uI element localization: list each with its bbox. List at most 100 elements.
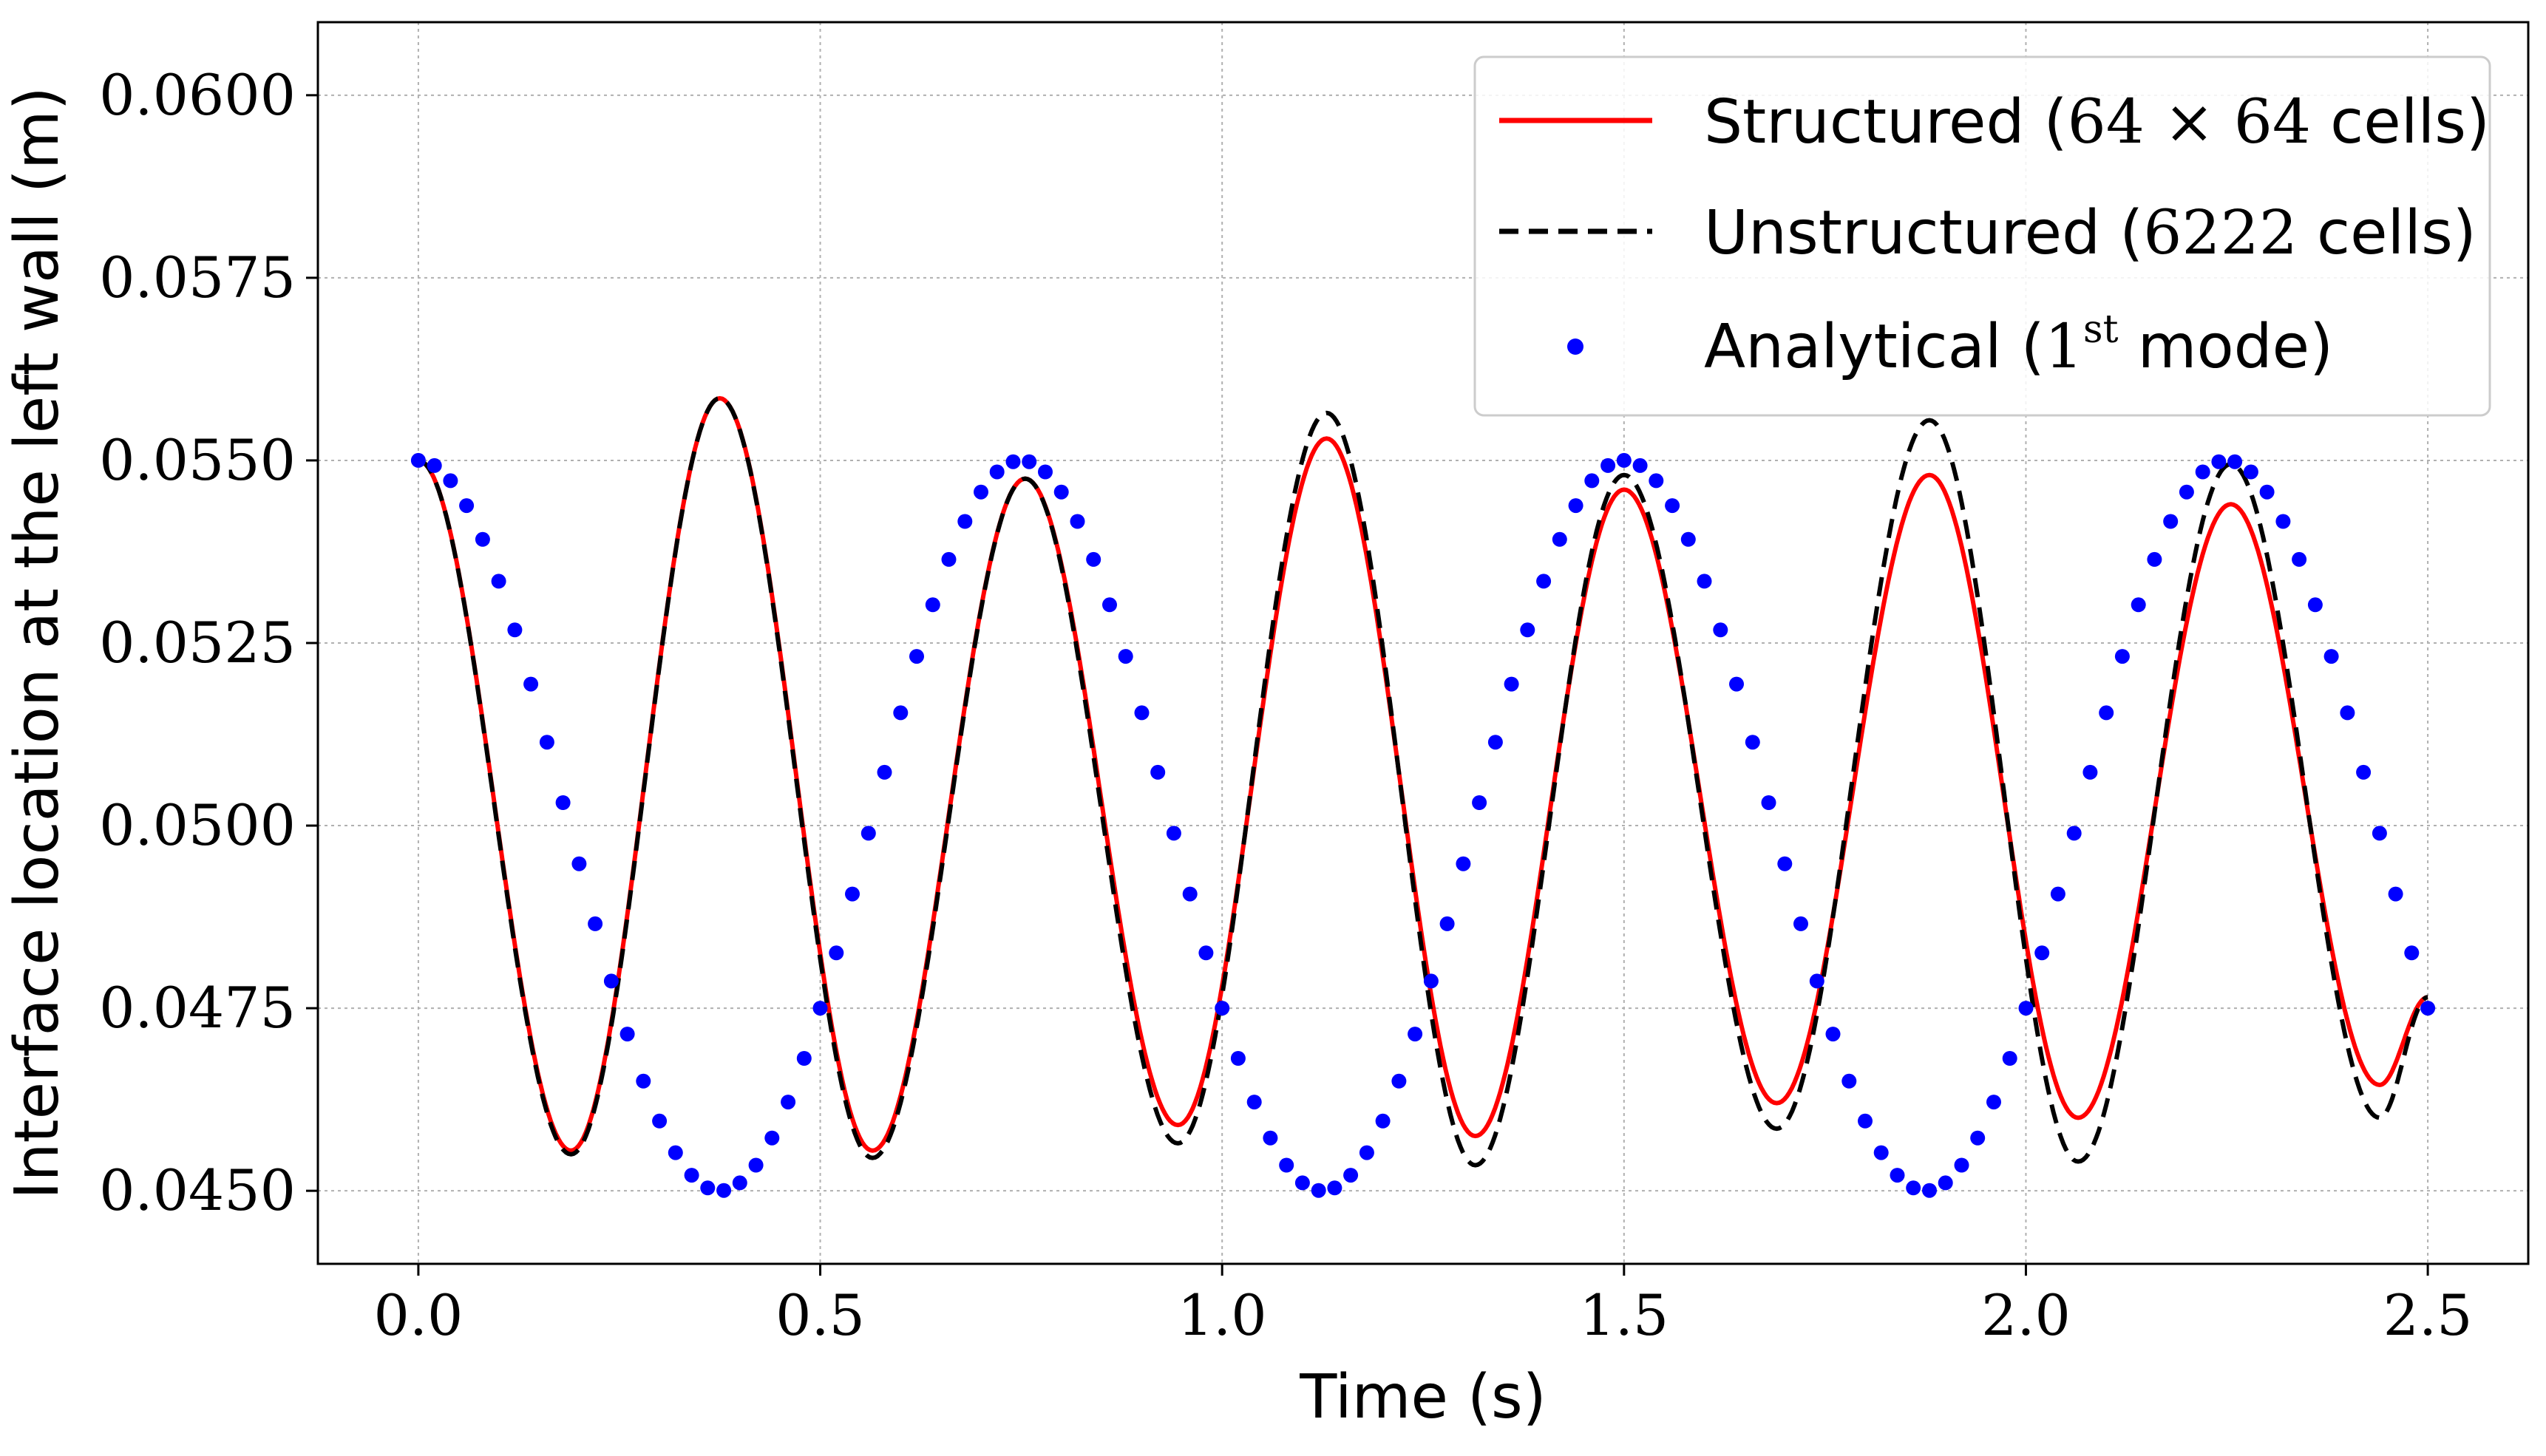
analytical-point (539, 735, 554, 750)
analytical-point (845, 886, 860, 902)
analytical-point (1584, 473, 1600, 489)
analytical-point (1439, 916, 1455, 931)
analytical-point (716, 1183, 732, 1198)
analytical-point (2211, 454, 2227, 469)
analytical-point (1391, 1073, 1407, 1089)
analytical-point (1408, 1027, 1423, 1042)
analytical-point (2227, 454, 2243, 469)
analytical-point (1761, 795, 1776, 810)
analytical-point (1922, 1183, 1937, 1198)
analytical-point (1938, 1175, 1953, 1191)
analytical-point (1520, 622, 1535, 638)
analytical-point (2323, 649, 2339, 664)
x-tick-label: 1.5 (1579, 1282, 1669, 1348)
analytical-point (2195, 464, 2210, 480)
analytical-point (2163, 514, 2179, 529)
analytical-point (1649, 473, 1664, 489)
analytical-point (974, 484, 988, 500)
series-structured-line (418, 395, 2429, 1153)
analytical-point (1215, 1001, 1230, 1016)
analytical-point (2147, 551, 2162, 567)
analytical-point (1423, 973, 1439, 989)
analytical-point (877, 764, 892, 780)
analytical-point (1986, 1095, 2001, 1110)
analytical-point (2002, 1051, 2017, 1066)
analytical-point (1841, 1073, 1857, 1089)
analytical-point (2114, 649, 2130, 664)
legend-label-structured: Structured (64 × 64 cells) (1704, 87, 2490, 157)
analytical-point (2275, 514, 2291, 529)
analytical-point (829, 945, 844, 961)
analytical-point (603, 973, 619, 989)
analytical-point (1472, 795, 1487, 810)
analytical-point (2259, 484, 2275, 500)
analytical-point (555, 795, 571, 810)
analytical-point (668, 1145, 683, 1160)
analytical-point (1697, 574, 1712, 589)
legend: Structured (64 × 64 cells) Unstructured … (1473, 55, 2491, 417)
analytical-point (989, 464, 1005, 480)
y-tick-label: 0.0525 (99, 610, 296, 676)
analytical-point (812, 1001, 828, 1016)
x-axis-label: Time (s) (1299, 1362, 1546, 1432)
analytical-point (652, 1113, 668, 1129)
analytical-point (1536, 574, 1552, 589)
analytical-point (1858, 1113, 1873, 1129)
analytical-point (1053, 484, 1069, 500)
analytical-point (1970, 1130, 1986, 1146)
analytical-point (1600, 457, 1616, 473)
y-axis-label: Interface location at the left wall (m) (2, 86, 72, 1199)
analytical-point (2050, 886, 2065, 902)
analytical-point (860, 826, 876, 841)
analytical-point (2340, 705, 2355, 721)
analytical-point (781, 1095, 796, 1110)
analytical-point (588, 916, 603, 931)
analytical-point (2034, 945, 2050, 961)
analytical-point (925, 597, 940, 613)
analytical-point (2131, 597, 2146, 613)
analytical-point (1230, 1051, 1246, 1066)
analytical-point (2404, 945, 2420, 961)
analytical-point (1311, 1183, 1326, 1198)
series-analytical-markers (410, 452, 2436, 1198)
analytical-point (2388, 886, 2403, 902)
y-tick-label: 0.0450 (99, 1157, 296, 1223)
analytical-point (1166, 826, 1181, 841)
analytical-point (1198, 945, 1214, 961)
analytical-point (1456, 856, 1471, 871)
analytical-point (1809, 973, 1824, 989)
analytical-point (2420, 1001, 2436, 1016)
x-tick-label: 2.0 (1981, 1282, 2071, 1348)
analytical-point (1552, 531, 1567, 547)
y-axis: 0.0450 0.0475 0.0500 0.0525 0.0550 0.0575 0.06… (99, 62, 318, 1223)
analytical-point (1118, 649, 1133, 664)
analytical-point (2082, 764, 2098, 780)
analytical-point (1954, 1157, 1969, 1173)
analytical-point (2179, 484, 2194, 500)
analytical-point (909, 649, 924, 664)
analytical-point (684, 1168, 699, 1183)
analytical-point (1906, 1180, 1921, 1196)
analytical-point (893, 705, 909, 721)
y-tick-label: 0.0475 (99, 975, 296, 1041)
y-tick-label: 0.0600 (99, 62, 296, 128)
analytical-point (2372, 826, 2387, 841)
plot-area (410, 395, 2436, 1198)
legend-swatch-analytical (1567, 339, 1583, 355)
analytical-point (1150, 764, 1166, 780)
y-tick-label: 0.0575 (99, 245, 296, 310)
analytical-point (1375, 1113, 1391, 1129)
analytical-point (1102, 597, 1117, 613)
y-tick-label: 0.0550 (99, 427, 296, 493)
analytical-point (1327, 1180, 1342, 1196)
analytical-point (1568, 498, 1583, 514)
analytical-point (1294, 1175, 1310, 1191)
analytical-point (571, 856, 587, 871)
analytical-point (475, 531, 490, 547)
analytical-point (1263, 1130, 1278, 1146)
analytical-point (1873, 1145, 1889, 1160)
series-unstructured-line (418, 395, 2429, 1168)
analytical-point (2099, 705, 2114, 721)
analytical-point (796, 1051, 812, 1066)
analytical-point (1246, 1095, 1262, 1110)
